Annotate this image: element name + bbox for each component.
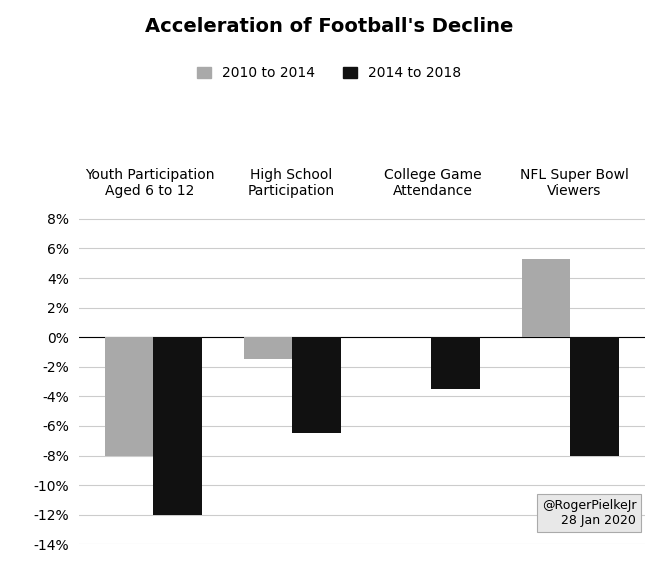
Bar <box>153 337 202 515</box>
Text: Youth Participation
Aged 6 to 12: Youth Participation Aged 6 to 12 <box>85 168 215 198</box>
Bar <box>522 259 570 337</box>
Text: High School
Participation: High School Participation <box>247 168 335 198</box>
Bar <box>432 337 480 389</box>
Text: @RogerPielkeJr
28 Jan 2020: @RogerPielkeJr 28 Jan 2020 <box>542 500 636 527</box>
Text: College Game
Attendance: College Game Attendance <box>384 168 482 198</box>
Bar <box>292 337 341 433</box>
Bar <box>105 337 153 455</box>
Bar <box>243 337 292 359</box>
Legend: 2010 to 2014, 2014 to 2018: 2010 to 2014, 2014 to 2018 <box>197 66 461 81</box>
Text: Acceleration of Football's Decline: Acceleration of Football's Decline <box>145 17 513 36</box>
Bar <box>570 337 619 455</box>
Text: NFL Super Bowl
Viewers: NFL Super Bowl Viewers <box>520 168 628 198</box>
